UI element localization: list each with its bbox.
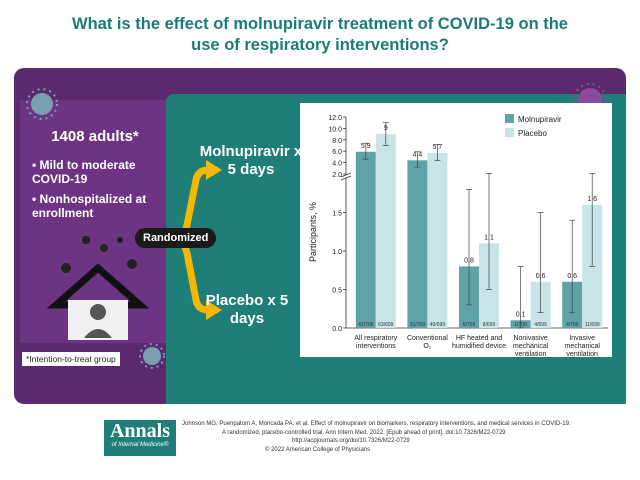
citation-line: Johnson MG, Puenpatom A, Moncada PA, et … <box>182 421 571 427</box>
chart-box <box>300 103 612 357</box>
arm-label: Molnupiravir x 5 days <box>199 143 303 178</box>
value-label: 0.6 <box>536 273 546 280</box>
bullet-text: Nonhospitalized at enrollment <box>32 192 147 220</box>
x-tick-label: All respiratory interventions <box>354 335 397 350</box>
y-tick-label: 2.0 <box>332 172 342 179</box>
x-tick-line: mechanical <box>564 343 600 350</box>
citation: Johnson MG, Puenpatom A, Moncada PA, et … <box>182 420 632 446</box>
copyright: © 2022 American College of Physicians <box>265 447 371 453</box>
logo-subtext: of Internal Medicine® <box>111 442 169 448</box>
citation-line: http://acpjournals.org/doi/10.7326/M22-0… <box>292 438 410 444</box>
count-label: 4/709 <box>566 322 579 328</box>
y-tick-label: 1.0 <box>332 249 342 256</box>
y-tick-label: 10.0 <box>328 126 342 133</box>
x-tick-line: interventions <box>356 343 396 350</box>
legend-label: Placebo <box>518 129 547 138</box>
y-tick-label: 6.0 <box>332 149 342 156</box>
value-label: 0.6 <box>567 273 577 280</box>
value-label: 1.1 <box>484 234 494 241</box>
value-label: 9 <box>384 125 388 132</box>
title: What is the effect of molnupiravir treat… <box>72 15 568 54</box>
y-tick-label: 0.0 <box>332 326 342 333</box>
axis-break <box>341 175 351 178</box>
x-tick-line: ventilation <box>515 351 547 358</box>
x-tick-label: Conventional O₂ <box>407 335 448 350</box>
value-label: 5.9 <box>361 143 371 150</box>
bar <box>407 160 428 328</box>
count-label: 4/699 <box>534 322 547 328</box>
y-tick-label: 1.5 <box>332 211 342 218</box>
value-label: 0.1 <box>516 311 526 318</box>
count-label: 31/709 <box>410 322 426 328</box>
axis-break <box>340 172 352 178</box>
legend-swatch <box>505 128 514 137</box>
axis-break <box>340 175 352 181</box>
x-tick-line: All respiratory <box>354 335 397 342</box>
count-label: 6/709 <box>463 322 476 328</box>
legend-swatch <box>505 114 514 123</box>
virus-icon <box>26 88 58 120</box>
y-tick-label: 4.0 <box>332 161 342 168</box>
bullet: • Mild to moderate COVID-19 <box>32 158 136 186</box>
x-tick-label: Nonivasive mechanical ventilation <box>513 335 549 358</box>
value-label: 5.7 <box>433 144 443 151</box>
x-tick-line: Nonivasive <box>513 335 547 342</box>
arm-label: Placebo x 5 days <box>205 292 289 327</box>
count-label: 40/699 <box>430 322 446 328</box>
house-icon <box>46 263 150 340</box>
logo: Annals of Internal Medicine® <box>104 420 176 456</box>
x-tick-line: mechanical <box>513 343 549 350</box>
count-label: 63/699 <box>378 322 394 328</box>
count-label: 8/699 <box>483 322 496 328</box>
logo-text: Annals <box>109 420 171 442</box>
value-label: 0.8 <box>464 257 474 264</box>
x-tick-line: Invasive <box>569 335 595 342</box>
y-axis-label: Participants, % <box>308 202 318 262</box>
bar <box>427 152 448 328</box>
population-count: 1408 adults* <box>51 128 139 145</box>
legend-label: Molnupiravir <box>518 115 562 124</box>
y-tick-label: 0.5 <box>332 288 342 295</box>
value-label: 4.4 <box>413 151 423 158</box>
x-tick-line: HF heated and <box>456 335 502 342</box>
x-tick-line: ventilation <box>566 351 598 358</box>
x-tick-label: HF heated and humidified device <box>452 335 506 350</box>
x-tick-line: O₂ <box>423 343 431 350</box>
x-tick-line: Conventional <box>407 335 448 342</box>
arrowhead <box>206 160 222 180</box>
arrowhead <box>206 300 222 320</box>
randomized-pill: Randomized <box>135 228 217 248</box>
x-tick-label: Invasive mechanical ventilation <box>564 335 600 358</box>
count-label: 42/709 <box>358 322 374 328</box>
bar <box>355 151 376 328</box>
bar <box>375 134 396 328</box>
bullet: • Nonhospitalized at enrollment <box>32 192 147 220</box>
count-label: 11/699 <box>585 322 600 328</box>
bullet-text: Mild to moderate COVID-19 <box>32 158 136 186</box>
y-tick-label: 8.0 <box>332 138 342 145</box>
y-tick-label: 12.0 <box>328 115 342 122</box>
x-tick-line: humidified device <box>452 343 506 350</box>
virus-icon <box>139 343 165 369</box>
footnote: *Intention-to-treat group <box>22 352 120 366</box>
count-label: 1/709 <box>514 322 527 328</box>
citation-line: A randomized, placebo-controlled trial. … <box>222 429 506 436</box>
value-label: 1.6 <box>587 196 597 203</box>
virus-small <box>61 236 137 273</box>
